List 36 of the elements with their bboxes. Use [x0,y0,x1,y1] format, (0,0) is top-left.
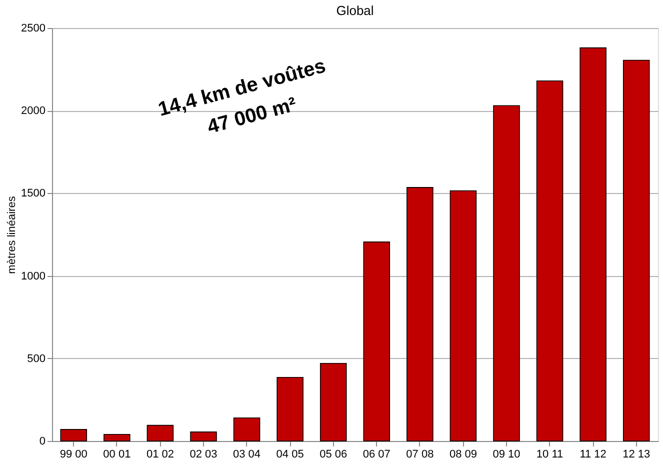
x-tick-label: 06 07 [362,448,390,460]
x-tick-label: 04 05 [276,448,304,460]
bar [622,60,650,442]
bar [320,362,347,442]
bar [536,80,564,442]
bar [146,424,174,442]
y-tick-label: 500 [27,352,46,365]
bar [450,190,477,442]
x-tick-label: 10 11 [536,448,564,460]
x-tick-label: 11 12 [580,448,606,460]
x-tick-label: 02 03 [190,448,218,460]
y-tick-label: 2500 [21,22,46,34]
x-tick-label: 07 08 [406,448,434,460]
bar [406,187,434,442]
x-tick-label: 01 02 [146,448,174,460]
y-axis-title: mètres linéaires [6,196,18,274]
bar [190,432,217,442]
bar [276,377,304,442]
x-tick-label: 08 09 [449,448,477,460]
chart-title: Global [336,3,374,18]
bar [493,105,520,442]
x-tick-label: 09 10 [492,448,520,460]
y-tick-label: 1000 [21,270,46,282]
bar [363,242,390,442]
x-tick-label: 12 13 [622,448,650,460]
x-tick-label: 05 06 [320,448,348,460]
y-tick-label: 2000 [21,105,46,118]
bar [104,434,130,442]
bar [60,429,88,442]
x-tick-label: 03 04 [233,448,261,460]
y-tick-label: 1500 [21,188,46,200]
bar [233,417,260,442]
bar [580,47,606,442]
y-tick-label: 0 [39,436,46,448]
x-tick-label: 00 01 [103,448,131,460]
x-tick-label: 99 00 [60,448,88,460]
